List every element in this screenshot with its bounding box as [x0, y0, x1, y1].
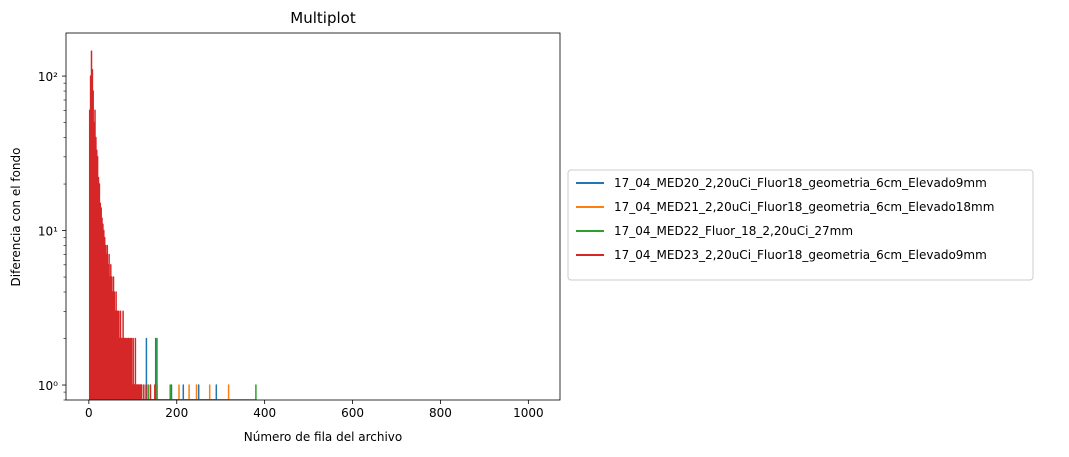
y-axis-label: Diferencia con el fondo — [9, 148, 23, 287]
legend-label-3: 17_04_MED22_Fluor_18_2,20uCi_27mm — [614, 224, 853, 238]
y-tick-label: 10⁰ — [38, 379, 58, 393]
legend-label-2: 17_04_MED21_2,20uCi_Fluor18_geometria_6c… — [614, 200, 994, 214]
legend-label-1: 17_04_MED20_2,20uCi_Fluor18_geometria_6c… — [614, 176, 987, 190]
series-line-4 — [88, 50, 156, 400]
x-tick-label: 0 — [85, 406, 93, 420]
legend: 17_04_MED20_2,20uCi_Fluor18_geometria_6c… — [567, 169, 1034, 281]
chart-title: Multiplot — [290, 9, 356, 27]
x-tick-label: 600 — [341, 406, 364, 420]
x-tick-label: 200 — [165, 406, 188, 420]
y-tick-label: 10¹ — [38, 225, 58, 239]
x-tick-label: 800 — [429, 406, 452, 420]
y-tick-label: 10² — [38, 70, 58, 84]
plot-frame — [65, 32, 561, 401]
x-tick-label: 1000 — [513, 406, 544, 420]
legend-box — [567, 169, 1034, 281]
plot-area — [88, 50, 257, 400]
legend-label-4: 17_04_MED23_2,20uCi_Fluor18_geometria_6c… — [614, 248, 987, 262]
axes: 0 200 400 600 800 1000 10⁰ 10¹ 10² — [38, 32, 561, 420]
x-axis-label: Número de fila del archivo — [244, 430, 403, 444]
x-tick-label: 400 — [253, 406, 276, 420]
